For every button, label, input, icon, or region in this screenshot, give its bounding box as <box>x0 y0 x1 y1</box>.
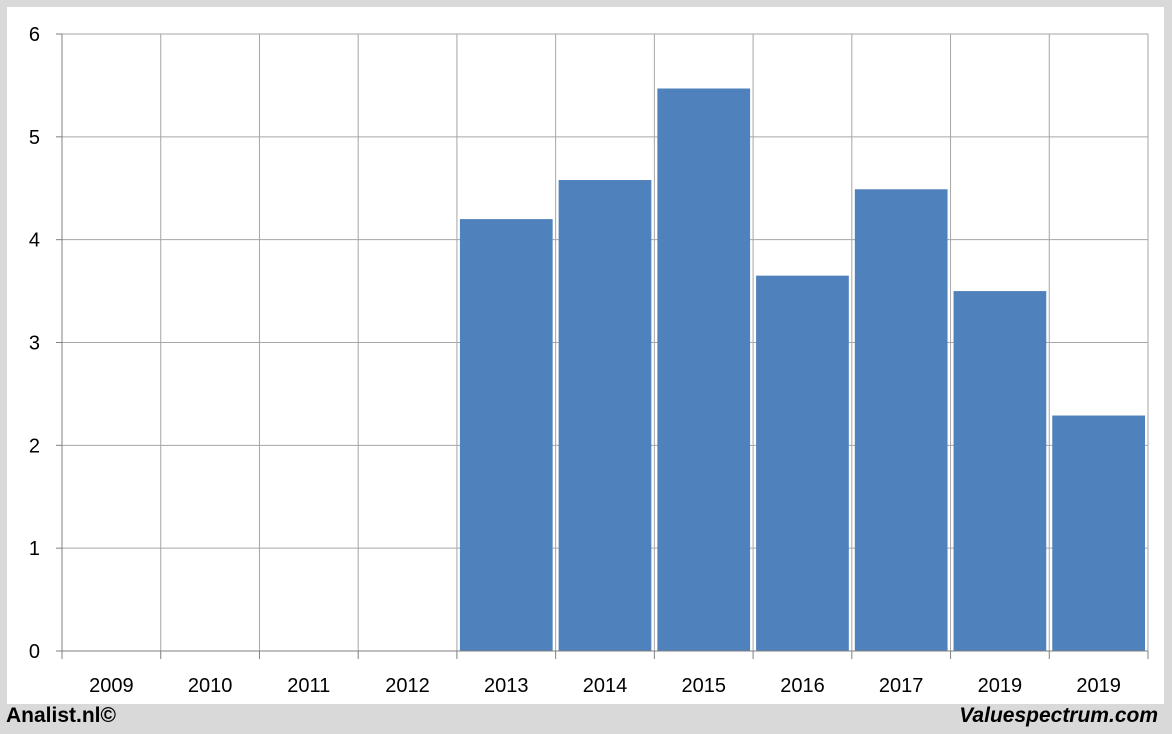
gridlines <box>62 33 1149 651</box>
x-tick-label-2010-1: 2010 <box>188 675 233 697</box>
y-tick-label-2: 2 <box>29 435 40 457</box>
x-tick-label-2014-5: 2014 <box>583 675 628 697</box>
x-tick-label-2017-8: 2017 <box>879 675 924 697</box>
x-tick-label-2015-6: 2015 <box>681 675 726 697</box>
x-tick-label-2012-3: 2012 <box>385 675 430 697</box>
bar-2019-9 <box>953 291 1047 651</box>
x-tick-label-2019-9: 2019 <box>978 675 1023 697</box>
bar-2017-8 <box>854 189 948 652</box>
y-tick-label-1: 1 <box>29 538 40 560</box>
x-tick-label-2009-0: 2009 <box>89 675 134 697</box>
x-tick-label-2011-2: 2011 <box>287 675 330 697</box>
bar-2015-6 <box>657 88 751 652</box>
watermark-credit: Valuespectrum.com <box>959 704 1158 727</box>
source-credit: Analist.nl© <box>6 704 116 727</box>
bar-2014-5 <box>558 180 652 652</box>
axes <box>56 33 1149 659</box>
x-tick-label-2013-4: 2013 <box>484 675 529 697</box>
y-tick-label-0: 0 <box>29 641 40 663</box>
y-tick-label-4: 4 <box>29 230 40 252</box>
y-tick-label-3: 3 <box>29 333 40 355</box>
x-tick-label-2016-7: 2016 <box>780 675 825 697</box>
bar-2019-10 <box>1052 415 1145 651</box>
y-tick-label-5: 5 <box>29 127 40 149</box>
tick-labels: 0 1 2 3 4 5 6 2009 2010 2011 2012 2013 2014 2015 2016 2… <box>29 24 1121 697</box>
y-tick-label-6: 6 <box>29 24 40 46</box>
bar-2013-4 <box>459 219 553 651</box>
bars <box>459 88 1145 652</box>
bar-2016-7 <box>756 275 849 651</box>
x-tick-label-2019-10: 2019 <box>1076 675 1121 697</box>
